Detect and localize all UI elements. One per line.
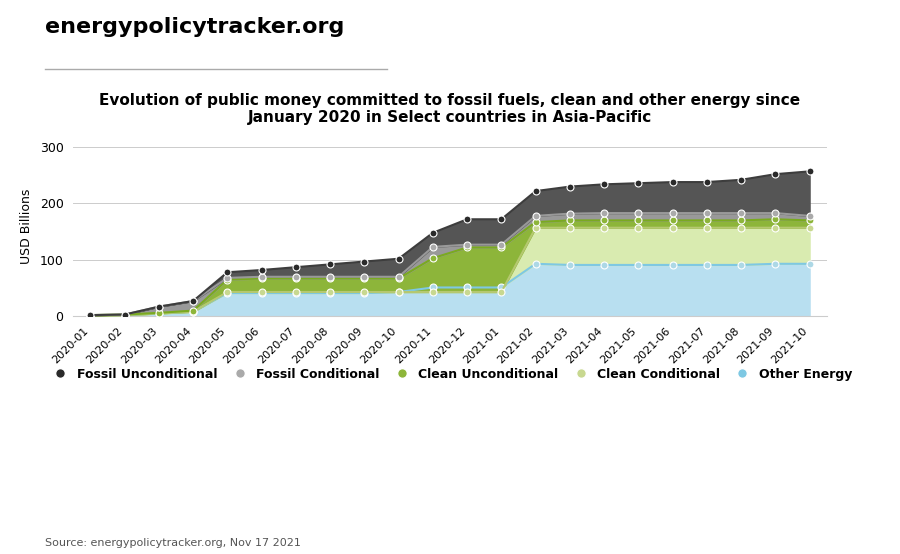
Text: energypolicytracker.org: energypolicytracker.org — [45, 17, 345, 37]
Text: Source: energypolicytracker.org, Nov 17 2021: Source: energypolicytracker.org, Nov 17 … — [45, 538, 301, 548]
Legend: Fossil Unconditional, Fossil Conditional, Clean Unconditional, Clean Conditional: Fossil Unconditional, Fossil Conditional… — [43, 363, 857, 386]
Title: Evolution of public money committed to fossil fuels, clean and other energy sinc: Evolution of public money committed to f… — [99, 93, 801, 125]
Y-axis label: USD Billions: USD Billions — [20, 188, 32, 264]
